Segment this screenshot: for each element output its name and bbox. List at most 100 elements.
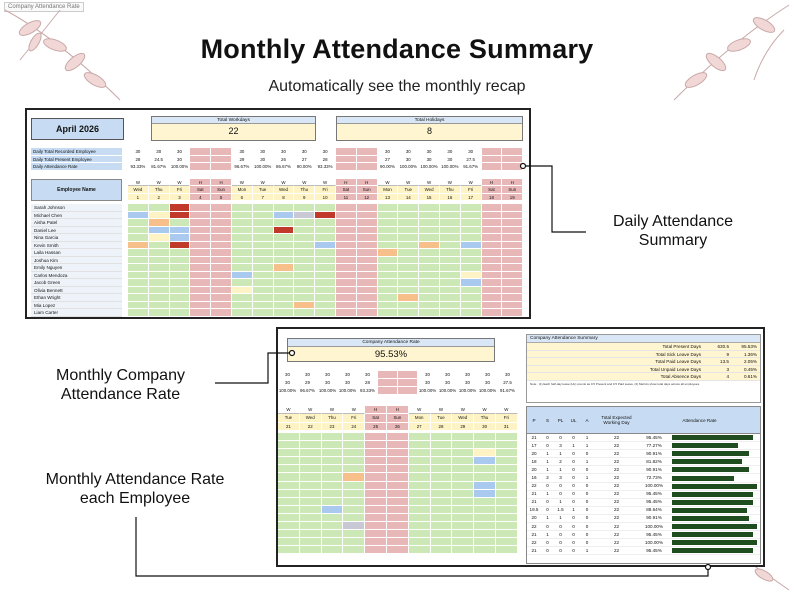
attendance-cell[interactable] xyxy=(502,294,524,302)
attendance-cell[interactable] xyxy=(299,522,322,531)
attendance-cell[interactable] xyxy=(356,234,378,242)
attendance-cell[interactable] xyxy=(439,294,461,302)
attendance-cell[interactable] xyxy=(299,497,322,506)
attendance-cell[interactable] xyxy=(365,465,387,474)
attendance-cell[interactable] xyxy=(502,279,524,287)
attendance-cell[interactable] xyxy=(452,457,475,466)
day-type-select[interactable]: W xyxy=(452,406,475,415)
attendance-cell[interactable] xyxy=(430,538,453,547)
attendance-cell[interactable] xyxy=(128,256,149,264)
attendance-cell[interactable] xyxy=(190,211,212,219)
attendance-cell[interactable] xyxy=(474,481,496,490)
attendance-cell[interactable] xyxy=(252,271,274,279)
attendance-cell[interactable] xyxy=(128,219,149,227)
attendance-cell[interactable] xyxy=(356,204,378,212)
attendance-cell[interactable] xyxy=(231,279,253,287)
attendance-cell[interactable] xyxy=(278,522,300,531)
attendance-cell[interactable] xyxy=(321,505,344,514)
attendance-cell[interactable] xyxy=(386,497,409,506)
attendance-cell[interactable] xyxy=(386,449,409,458)
attendance-cell[interactable] xyxy=(386,481,409,490)
attendance-cell[interactable] xyxy=(377,211,399,219)
attendance-cell[interactable] xyxy=(190,241,212,249)
attendance-cell[interactable] xyxy=(211,286,232,294)
day-type-select[interactable]: H xyxy=(386,406,409,415)
attendance-cell[interactable] xyxy=(398,264,420,272)
attendance-cell[interactable] xyxy=(452,546,475,555)
attendance-cell[interactable] xyxy=(273,279,295,287)
attendance-cell[interactable] xyxy=(273,264,295,272)
attendance-cell[interactable] xyxy=(315,286,336,294)
attendance-cell[interactable] xyxy=(495,457,518,466)
day-type-select[interactable]: W xyxy=(231,179,253,187)
attendance-cell[interactable] xyxy=(386,433,409,442)
attendance-cell[interactable] xyxy=(377,301,399,309)
attendance-cell[interactable] xyxy=(211,309,232,317)
attendance-cell[interactable] xyxy=(273,309,295,317)
attendance-cell[interactable] xyxy=(452,522,475,531)
attendance-cell[interactable] xyxy=(356,219,378,227)
attendance-cell[interactable] xyxy=(299,449,322,458)
attendance-cell[interactable] xyxy=(231,249,253,257)
attendance-cell[interactable] xyxy=(148,301,170,309)
attendance-cell[interactable] xyxy=(419,279,440,287)
attendance-cell[interactable] xyxy=(439,301,461,309)
attendance-cell[interactable] xyxy=(439,271,461,279)
attendance-cell[interactable] xyxy=(294,256,316,264)
attendance-cell[interactable] xyxy=(321,465,344,474)
attendance-cell[interactable] xyxy=(430,505,453,514)
attendance-cell[interactable] xyxy=(273,241,295,249)
attendance-cell[interactable] xyxy=(148,234,170,242)
attendance-cell[interactable] xyxy=(148,241,170,249)
attendance-cell[interactable] xyxy=(365,473,387,482)
attendance-cell[interactable] xyxy=(481,204,503,212)
attendance-cell[interactable] xyxy=(356,301,378,309)
attendance-cell[interactable] xyxy=(377,286,399,294)
attendance-cell[interactable] xyxy=(398,256,420,264)
attendance-cell[interactable] xyxy=(299,513,322,523)
attendance-cell[interactable] xyxy=(502,219,524,227)
attendance-cell[interactable] xyxy=(128,234,149,242)
attendance-cell[interactable] xyxy=(408,433,431,442)
attendance-cell[interactable] xyxy=(386,457,409,466)
attendance-cell[interactable] xyxy=(398,286,420,294)
attendance-cell[interactable] xyxy=(365,538,387,547)
attendance-cell[interactable] xyxy=(211,264,232,272)
attendance-cell[interactable] xyxy=(273,204,295,212)
attendance-cell[interactable] xyxy=(231,241,253,249)
attendance-cell[interactable] xyxy=(365,497,387,506)
attendance-cell[interactable] xyxy=(169,264,191,272)
attendance-cell[interactable] xyxy=(128,241,149,249)
attendance-cell[interactable] xyxy=(315,309,336,317)
attendance-cell[interactable] xyxy=(365,522,387,531)
attendance-cell[interactable] xyxy=(299,433,322,442)
attendance-cell[interactable] xyxy=(335,279,357,287)
attendance-cell[interactable] xyxy=(278,530,300,539)
day-type-select[interactable]: W xyxy=(128,179,149,187)
attendance-cell[interactable] xyxy=(231,271,253,279)
attendance-cell[interactable] xyxy=(315,279,336,287)
attendance-cell[interactable] xyxy=(211,294,232,302)
attendance-cell[interactable] xyxy=(452,473,475,482)
attendance-cell[interactable] xyxy=(460,234,482,242)
attendance-cell[interactable] xyxy=(299,481,322,490)
attendance-cell[interactable] xyxy=(365,489,387,498)
attendance-cell[interactable] xyxy=(278,538,300,547)
attendance-cell[interactable] xyxy=(343,538,366,547)
day-type-select[interactable]: W xyxy=(273,179,295,187)
attendance-cell[interactable] xyxy=(398,309,420,317)
attendance-cell[interactable] xyxy=(419,256,440,264)
attendance-cell[interactable] xyxy=(190,256,212,264)
attendance-cell[interactable] xyxy=(377,294,399,302)
day-type-select[interactable]: W xyxy=(169,179,191,187)
attendance-cell[interactable] xyxy=(452,433,475,442)
day-type-select[interactable]: W xyxy=(474,406,496,415)
attendance-cell[interactable] xyxy=(252,256,274,264)
attendance-cell[interactable] xyxy=(335,309,357,317)
attendance-cell[interactable] xyxy=(460,219,482,227)
attendance-cell[interactable] xyxy=(294,211,316,219)
attendance-cell[interactable] xyxy=(273,226,295,234)
attendance-cell[interactable] xyxy=(502,226,524,234)
attendance-cell[interactable] xyxy=(377,279,399,287)
attendance-cell[interactable] xyxy=(148,256,170,264)
